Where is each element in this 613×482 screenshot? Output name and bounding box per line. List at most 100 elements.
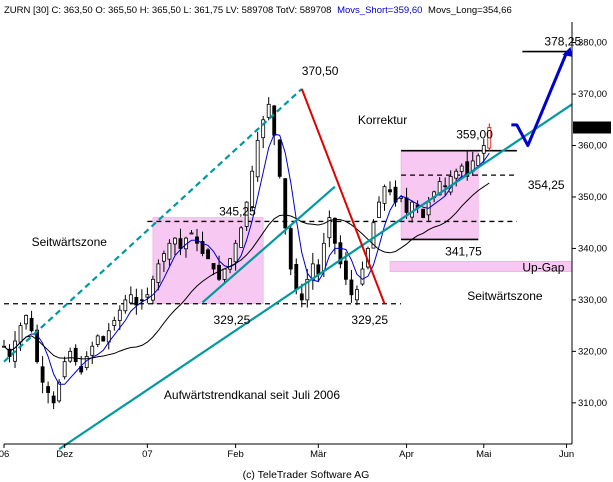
trend-lines-layer <box>3 46 573 451</box>
candle-body-30 <box>167 242 172 260</box>
header-movs-long: Movs_Long=354,66 <box>428 5 512 16</box>
candle-body-50 <box>277 139 282 177</box>
candle-body-71 <box>393 186 398 203</box>
candle-body-67 <box>371 222 376 249</box>
candle-body-48 <box>266 103 271 118</box>
candle-body-7 <box>40 366 45 383</box>
annotation-1: Korrektur <box>358 113 407 127</box>
candle-body-63 <box>349 279 354 296</box>
candle-body-38 <box>211 263 216 270</box>
candle-body-64 <box>355 289 359 301</box>
candle-body-53 <box>294 264 299 291</box>
candle-body-18 <box>101 336 106 342</box>
annotation-7: 329,25 <box>214 313 251 327</box>
moving-averages-layer <box>3 133 490 385</box>
candle-body-27 <box>150 278 155 301</box>
y-tick-label-7: 380,00 <box>578 38 607 49</box>
candle-body-68 <box>377 201 381 218</box>
y-tick-label-2: 330,00 <box>578 295 607 306</box>
projection-line <box>511 52 568 148</box>
candle-body-47 <box>261 119 266 139</box>
annotation-0: 370,50 <box>302 64 339 78</box>
candle-body-60 <box>332 217 337 244</box>
trend-line-lower-channel <box>58 103 573 451</box>
candle-body-58 <box>321 242 326 272</box>
candle-body-69 <box>382 186 387 204</box>
candle-body-26 <box>145 294 150 298</box>
x-tick-label-7: Jun <box>559 449 574 460</box>
candle-body-73 <box>404 197 409 213</box>
candle-body-17 <box>95 335 100 345</box>
annotation-12: Aufwärtstrendkanal seit Juli 2006 <box>164 388 340 402</box>
candle-body-20 <box>112 320 117 327</box>
candle-body-51 <box>283 178 288 229</box>
candle-body-13 <box>73 347 78 363</box>
candle-body-88 <box>487 127 492 149</box>
candle-body-12 <box>68 350 73 362</box>
candle-body-25 <box>139 299 144 302</box>
candle-body-40 <box>222 268 227 280</box>
candle-body-28 <box>156 263 161 283</box>
trend-line-channel-mid <box>201 185 336 304</box>
candle-body-74 <box>410 201 414 218</box>
candle-body-59 <box>327 217 332 239</box>
candle-body-8 <box>46 386 51 393</box>
candle-body-55 <box>305 278 310 301</box>
y-tick-label-4: 350,00 <box>578 192 607 203</box>
projection-arrowhead <box>562 46 573 57</box>
annotation-4: 354,25 <box>528 178 565 192</box>
candle-body-45 <box>250 170 255 207</box>
candle-body-80 <box>443 185 448 188</box>
x-tick-label-5: Apr <box>399 449 414 460</box>
x-tick-label-2: 07 <box>142 449 153 460</box>
x-tick-label-6: Mai <box>476 449 491 460</box>
y-tick-label-3: 340,00 <box>578 243 607 254</box>
x-tick-label-1: Dez <box>56 449 73 460</box>
annotation-3: 378,25 <box>544 35 581 49</box>
levels-layer <box>4 50 567 305</box>
x-tick-label-3: Feb <box>227 449 243 460</box>
candle-body-79 <box>437 181 442 196</box>
candle-body-84 <box>465 161 470 177</box>
candle-body-34 <box>189 232 194 235</box>
candle-body-5 <box>29 317 34 332</box>
candle-body-54 <box>299 293 304 301</box>
candle-body-32 <box>178 238 183 249</box>
candle-body-31 <box>173 237 177 245</box>
candle-body-42 <box>233 242 238 263</box>
candle-body-70 <box>388 189 392 193</box>
annotation-2: 359,00 <box>456 128 493 142</box>
axes-layer: 310,00 320,00 330,00 340,00 350,00 360,00 370,… <box>0 22 611 460</box>
y-tick-label-6: 370,00 <box>578 89 607 100</box>
y-tick-label-0: 310,00 <box>578 398 607 409</box>
candle-body-61 <box>338 242 343 265</box>
candles-layer <box>2 97 492 410</box>
candle-body-37 <box>206 249 210 260</box>
candle-body-83 <box>459 165 464 172</box>
trend-line-upper-channel <box>3 88 303 363</box>
candle-body-23 <box>128 294 133 304</box>
candle-body-52 <box>288 228 293 270</box>
series-line-movs-short <box>3 133 490 385</box>
candle-body-57 <box>316 264 321 275</box>
annotation-6: 341,75 <box>445 244 482 258</box>
annotation-9: Seitwärtszone <box>32 235 108 249</box>
candle-body-9 <box>51 395 56 404</box>
candle-body-21 <box>117 309 122 321</box>
candle-body-29 <box>162 253 166 262</box>
candle-body-82 <box>454 170 459 179</box>
trend-line-korrektur <box>300 88 386 305</box>
candle-body-87 <box>481 145 486 154</box>
footer-copyright: (c) TeleTrader Software AG <box>243 469 370 481</box>
annotation-10: Seitwärtszone <box>467 289 543 303</box>
candle-body-16 <box>90 345 95 356</box>
annotation-11: Up-Gap <box>522 260 564 274</box>
candle-body-44 <box>244 201 249 227</box>
candle-body-41 <box>228 258 233 270</box>
x-tick-label-0: 06 <box>0 449 9 460</box>
y-tick-label-5: 360,00 <box>578 141 607 152</box>
candle-body-1 <box>7 348 12 357</box>
